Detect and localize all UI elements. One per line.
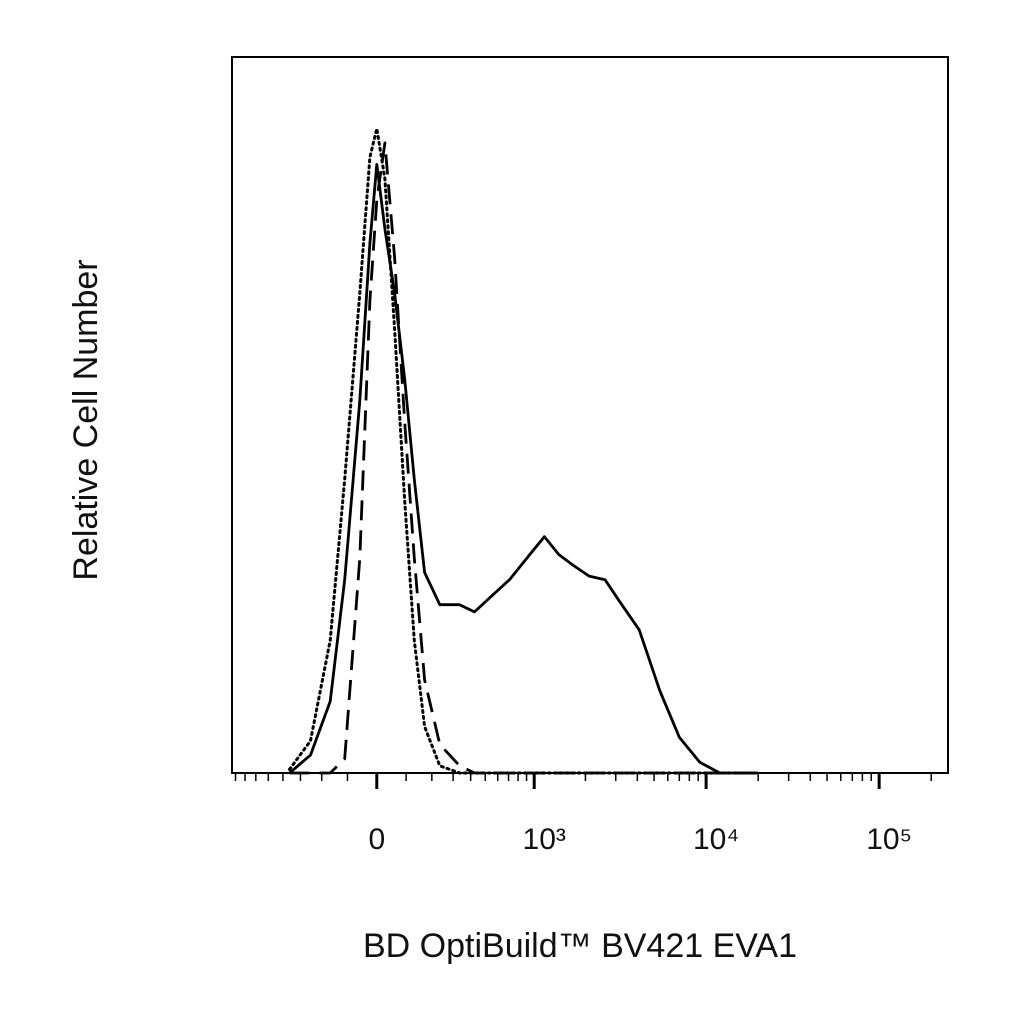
x-tick-label: 10⁵ bbox=[866, 823, 912, 856]
x-tick-label: 10³ bbox=[523, 823, 566, 856]
x-tick-label: 0 bbox=[368, 823, 385, 856]
histogram-line bbox=[288, 127, 760, 775]
histogram-line bbox=[289, 141, 759, 775]
y-axis-label: Relative Cell Number bbox=[67, 259, 105, 580]
histogram-line bbox=[288, 163, 759, 775]
x-axis-label: BD OptiBuild™ BV421 EVA1 bbox=[363, 927, 797, 965]
x-tick-label: 10⁴ bbox=[693, 823, 739, 856]
plot-frame bbox=[231, 56, 949, 774]
